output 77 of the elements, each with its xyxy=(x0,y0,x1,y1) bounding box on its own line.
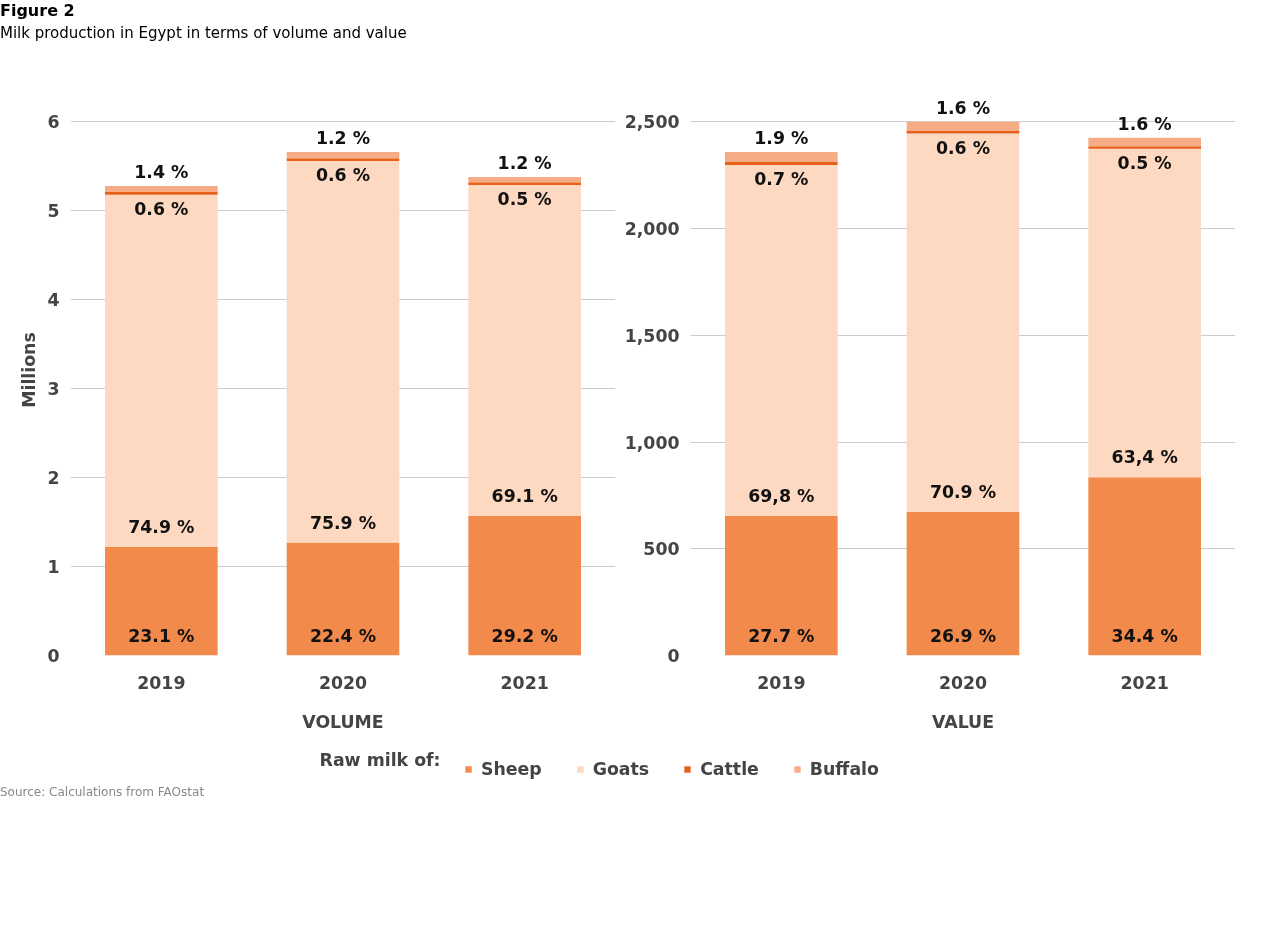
y-tick-label: 2,000 xyxy=(624,219,680,240)
legend-label: Buffalo xyxy=(809,759,879,780)
y-tick-label: 6 xyxy=(47,112,60,133)
annotation: 0.5 % xyxy=(497,189,552,210)
y-tick-label: 1,500 xyxy=(624,326,680,347)
annotation: 69.1 % xyxy=(491,486,558,507)
bar xyxy=(906,122,1020,131)
annotation: 27.7 % xyxy=(748,625,815,646)
y-tick-label: 2,500 xyxy=(624,112,680,133)
bar xyxy=(1088,477,1201,656)
bar xyxy=(725,165,838,517)
annotation: 0.6 % xyxy=(134,199,189,220)
annotation: 22.4 % xyxy=(309,625,377,646)
bar xyxy=(286,161,400,543)
y-axis-title: Millions xyxy=(19,332,40,409)
y-tick-label: 4 xyxy=(47,290,60,311)
bar xyxy=(1088,149,1201,478)
x-tick-label: 2019 xyxy=(757,672,806,693)
annotation: 23.1 % xyxy=(128,625,195,646)
bar xyxy=(286,152,400,159)
y-tick-label: 5 xyxy=(47,201,60,222)
legend-label: Cattle xyxy=(700,759,759,780)
annotation: 26.9 % xyxy=(929,625,997,646)
bar xyxy=(1088,146,1201,150)
annotation: 1.2 % xyxy=(315,128,371,149)
source-note: Source: Calculations from FAOstat xyxy=(0,784,205,802)
x-axis-title: VALUE xyxy=(932,711,994,732)
annotation: 0.7 % xyxy=(754,169,809,190)
annotation: 0.6 % xyxy=(935,137,991,158)
annotation: 1.9 % xyxy=(754,128,809,149)
bar xyxy=(105,547,218,656)
bar xyxy=(286,158,400,162)
annotation: 70.9 % xyxy=(929,482,997,503)
annotation: 0.5 % xyxy=(1117,153,1172,174)
annotation: 75.9 % xyxy=(309,512,377,533)
annotation: 34.4 % xyxy=(1111,625,1178,646)
annotation: 69,8 % xyxy=(748,486,815,507)
chart-title: Figure 2 xyxy=(0,0,75,22)
bar xyxy=(906,133,1020,513)
y-tick-label: 500 xyxy=(643,539,680,560)
annotation: 1.6 % xyxy=(935,98,991,119)
chart-subtitle: Milk production in Egypt in terms of volume and value xyxy=(0,22,407,44)
bar xyxy=(725,152,838,162)
x-tick-label: 2020 xyxy=(938,672,988,693)
legend-label: Goats xyxy=(592,759,650,780)
bar xyxy=(468,516,581,656)
bar xyxy=(105,192,218,196)
y-tick-label: 1,000 xyxy=(624,432,680,453)
legend-label: Sheep xyxy=(481,759,542,780)
bar xyxy=(906,512,1020,656)
y-tick-label: 3 xyxy=(47,379,60,400)
annotation: 29.2 % xyxy=(491,625,558,646)
y-tick-label: 0 xyxy=(667,646,680,667)
y-tick-label: 1 xyxy=(47,557,60,578)
legend-title: Raw milk of: xyxy=(319,749,441,770)
bar xyxy=(1088,138,1201,147)
annotation: 74.9 % xyxy=(128,517,195,538)
bar xyxy=(105,186,218,193)
x-tick-label: 2021 xyxy=(1120,672,1169,693)
bar xyxy=(468,177,581,183)
annotation: 63,4 % xyxy=(1111,447,1178,468)
x-tick-label: 2020 xyxy=(318,672,368,693)
annotation: 1.2 % xyxy=(497,153,552,174)
bar xyxy=(468,185,581,517)
x-tick-label: 2019 xyxy=(137,672,186,693)
y-tick-label: 0 xyxy=(47,646,60,667)
y-tick-label: 2 xyxy=(47,468,60,489)
annotation: 1.6 % xyxy=(1117,114,1172,135)
bar xyxy=(105,195,218,548)
annotation: 0.6 % xyxy=(315,165,371,186)
bar xyxy=(725,516,838,656)
x-axis-title: VOLUME xyxy=(302,711,384,732)
bar xyxy=(906,130,1020,134)
x-tick-label: 2021 xyxy=(500,672,549,693)
bar xyxy=(286,542,400,656)
bar xyxy=(468,182,581,186)
annotation: 1.4 % xyxy=(134,162,189,183)
